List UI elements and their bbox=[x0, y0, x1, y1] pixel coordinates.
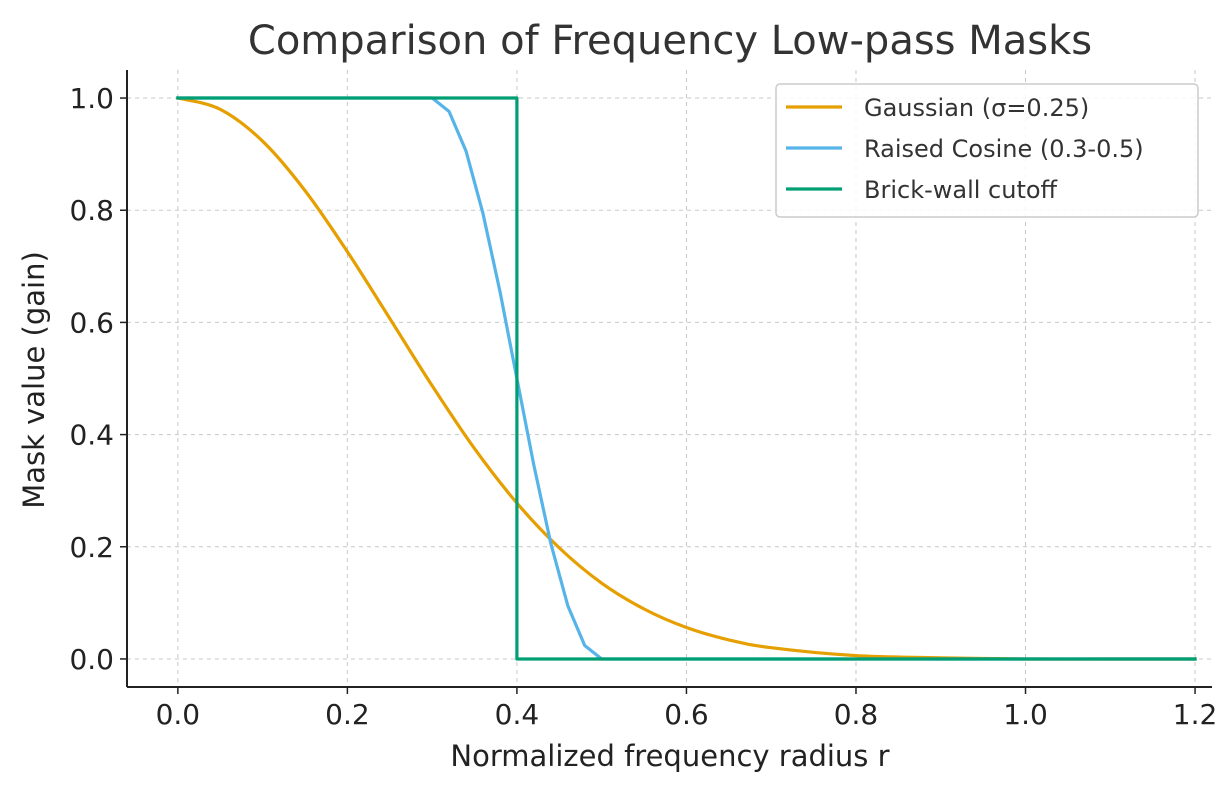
chart-title: Comparison of Frequency Low-pass Masks bbox=[248, 18, 1092, 64]
x-tick-label: 0.6 bbox=[664, 698, 709, 731]
legend: Gaussian (σ=0.25) Raised Cosine (0.3-0.5)… bbox=[775, 83, 1199, 218]
x-tick-label: 1.0 bbox=[1003, 698, 1048, 731]
series-layer bbox=[175, 96, 1197, 661]
series-line-2 bbox=[176, 96, 1197, 661]
x-tick-label: 1.2 bbox=[1173, 698, 1218, 731]
x-axis-label: Normalized frequency radius r bbox=[450, 739, 889, 773]
y-tick-label: 0.4 bbox=[69, 419, 114, 452]
y-tick-label: 0.2 bbox=[69, 531, 114, 564]
legend-label-0: Gaussian (σ=0.25) bbox=[864, 94, 1089, 122]
x-tick-label: 0.2 bbox=[325, 698, 370, 731]
y-axis-label: Mask value (gain) bbox=[17, 251, 51, 509]
y-tick-label: 0.8 bbox=[69, 194, 114, 227]
y-axis-ticks: 0.0 0.2 0.4 0.6 0.8 1.0 bbox=[69, 82, 127, 676]
y-tick-label: 1.0 bbox=[69, 82, 114, 115]
y-tick-label: 0.6 bbox=[69, 306, 114, 339]
y-tick-label: 0.0 bbox=[69, 643, 114, 676]
x-tick-label: 0.8 bbox=[834, 698, 879, 731]
legend-box bbox=[775, 83, 1199, 218]
x-tick-label: 0.4 bbox=[495, 698, 540, 731]
legend-label-1: Raised Cosine (0.3-0.5) bbox=[864, 135, 1144, 163]
x-axis-ticks: 0.0 0.2 0.4 0.6 0.8 1.0 1.2 bbox=[156, 687, 1218, 731]
legend-label-2: Brick-wall cutoff bbox=[864, 176, 1058, 204]
x-tick-label: 0.0 bbox=[156, 698, 201, 731]
